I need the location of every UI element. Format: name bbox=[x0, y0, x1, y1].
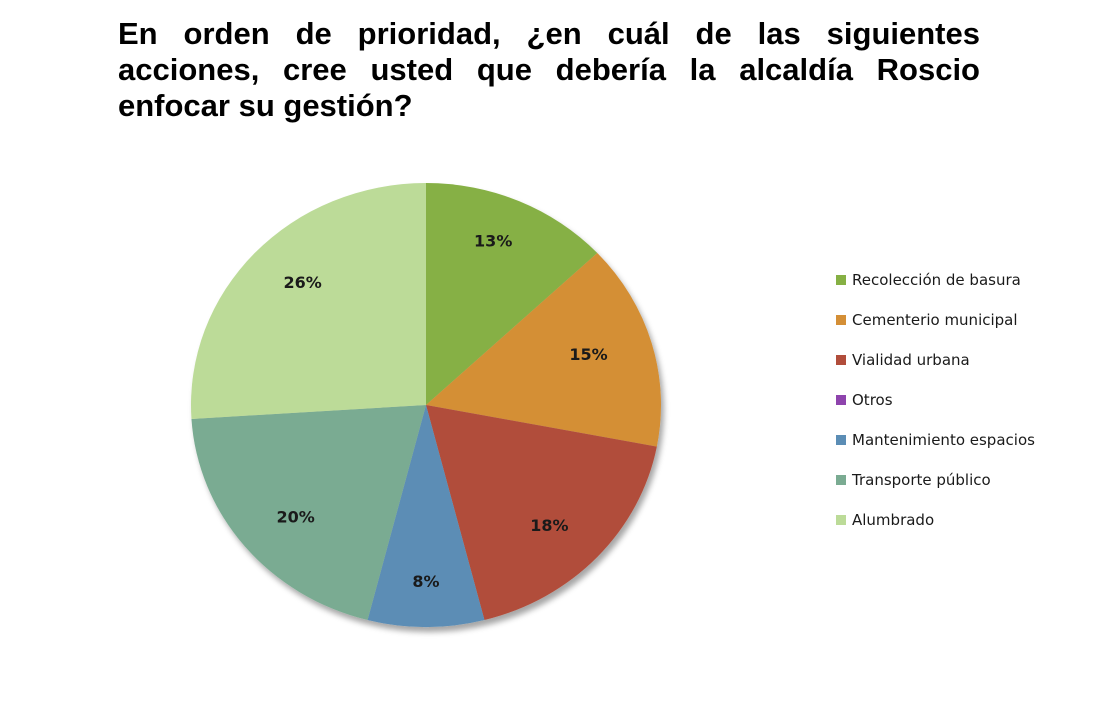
legend-item: Mantenimiento espacios bbox=[836, 430, 1035, 450]
pie-data-label: 15% bbox=[569, 345, 607, 364]
pie-data-label: 26% bbox=[284, 273, 322, 292]
legend-label: Cementerio municipal bbox=[852, 311, 1018, 329]
legend-swatch bbox=[836, 435, 846, 445]
chart-title: En orden de prioridad, ¿en cuál de las s… bbox=[118, 16, 980, 123]
pie-slice-5 bbox=[367, 405, 485, 628]
legend-label: Otros bbox=[852, 391, 893, 409]
pie-data-label: 13% bbox=[474, 232, 512, 251]
pie-slice-1 bbox=[426, 183, 598, 405]
legend-swatch bbox=[836, 355, 846, 365]
legend-swatch bbox=[836, 315, 846, 325]
legend-swatch bbox=[836, 395, 846, 405]
pie-data-label: 18% bbox=[530, 516, 568, 535]
legend-item: Cementerio municipal bbox=[836, 310, 1035, 330]
legend: Recolección de basura Cementerio municipa… bbox=[836, 270, 1035, 550]
legend-item: Vialidad urbana bbox=[836, 350, 1035, 370]
legend-item: Otros bbox=[836, 390, 1035, 410]
pie-slice-3 bbox=[426, 405, 657, 621]
legend-swatch bbox=[836, 275, 846, 285]
legend-swatch bbox=[836, 475, 846, 485]
legend-label: Mantenimiento espacios bbox=[852, 431, 1035, 449]
pie-data-label: 20% bbox=[276, 508, 314, 527]
legend-swatch bbox=[836, 515, 846, 525]
pie-data-label: 8% bbox=[412, 572, 439, 591]
legend-item: Transporte público bbox=[836, 470, 1035, 490]
legend-label: Vialidad urbana bbox=[852, 351, 970, 369]
pie-slices bbox=[190, 183, 662, 628]
pie-data-labels: 13% 15% 18% 8% 20% 26% bbox=[276, 232, 607, 592]
legend-label: Alumbrado bbox=[852, 511, 935, 529]
pie-slice-6 bbox=[191, 405, 426, 621]
legend-item: Alumbrado bbox=[836, 510, 1035, 530]
legend-label: Transporte público bbox=[852, 471, 991, 489]
pie-slice-7 bbox=[190, 183, 426, 419]
legend-label: Recolección de basura bbox=[852, 271, 1021, 289]
legend-item: Recolección de basura bbox=[836, 270, 1035, 290]
pie-slice-2 bbox=[426, 253, 662, 447]
